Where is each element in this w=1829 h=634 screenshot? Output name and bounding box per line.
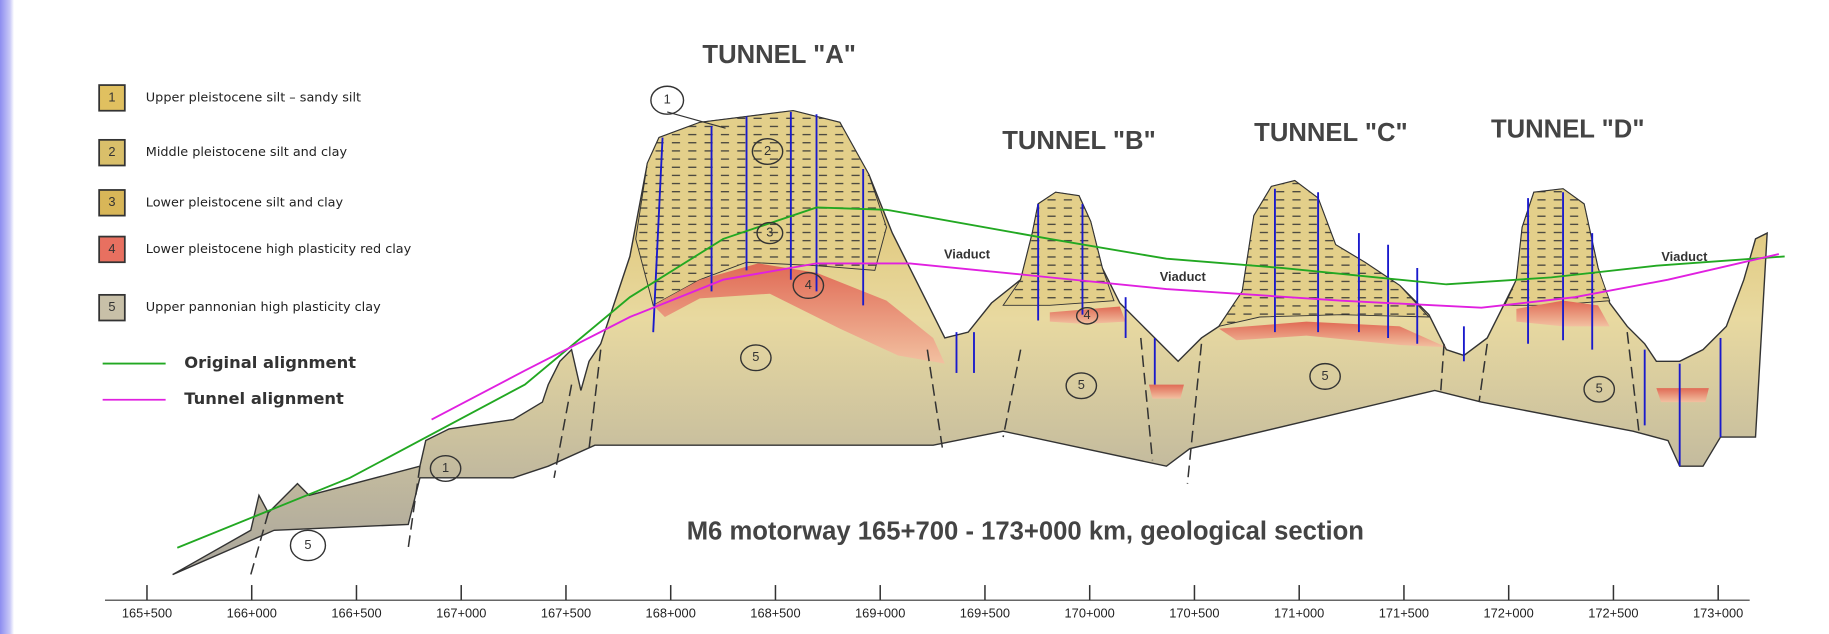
axis-label: 168+000	[646, 606, 696, 621]
legend-number: 1	[108, 89, 115, 104]
axis-label: 167+000	[436, 606, 486, 621]
axis-label: 173+000	[1693, 606, 1743, 621]
viaduct-label: Viaduct	[944, 247, 991, 262]
marker-number: 5	[304, 537, 311, 552]
legend-number: 3	[108, 194, 115, 209]
tunnel-label: TUNNEL "D"	[1491, 116, 1645, 144]
axis-label: 166+000	[227, 606, 277, 621]
legend-number: 2	[108, 144, 115, 159]
section-title: M6 motorway 165+700 - 173+000 km, geolog…	[687, 518, 1364, 546]
marker-number: 2	[764, 143, 771, 158]
legend-number: 5	[108, 299, 115, 314]
legend-label: Middle pleistocene silt and clay	[146, 145, 348, 160]
axis-label: 170+500	[1169, 606, 1219, 621]
geological-section: 1 Upper pleistocene silt – sandy silt 2 Mid…	[0, 0, 1829, 634]
viaduct-label: Viaduct	[1160, 269, 1207, 284]
marker-number: 5	[752, 349, 759, 364]
axis-label: 165+500	[122, 606, 172, 621]
legend-label: Lower pleistocene high plasticity red cl…	[146, 242, 412, 257]
red-clay	[1656, 388, 1708, 402]
axis-label: 170+000	[1065, 606, 1115, 621]
axis-label: 167+500	[541, 606, 591, 621]
tunnel-label: TUNNEL "A"	[702, 41, 856, 69]
marker-number: 1	[442, 460, 449, 475]
legend-label: Upper pannonian high plasticity clay	[146, 300, 381, 315]
axis-label: 166+500	[331, 606, 381, 621]
axis-label: 168+500	[750, 606, 800, 621]
marker-number: 5	[1596, 381, 1603, 396]
axis-label: 172+500	[1588, 606, 1638, 621]
marker-number: 3	[766, 224, 773, 239]
axis-label: 171+500	[1379, 606, 1429, 621]
marker-number: 5	[1322, 368, 1329, 383]
legend-label: Upper pleistocene silt – sandy silt	[146, 90, 361, 105]
page: 1 Upper pleistocene silt – sandy silt 2 Mid…	[0, 0, 1829, 634]
legend-label: Original alignment	[184, 353, 356, 372]
marker-number: 4	[1084, 307, 1091, 322]
marker-number: 5	[1078, 377, 1085, 392]
axis-label: 171+000	[1274, 606, 1324, 621]
tunnel-label: TUNNEL "B"	[1002, 127, 1156, 155]
legend-label: Tunnel alignment	[184, 389, 344, 408]
marker-number: 4	[805, 277, 812, 292]
axis-label: 169+500	[960, 606, 1010, 621]
tunnel-label: TUNNEL "C"	[1254, 119, 1408, 147]
legend-number: 4	[108, 241, 115, 256]
legend-label: Lower pleistocene silt and clay	[146, 195, 344, 210]
red-clay	[1149, 385, 1184, 399]
viaduct-label: Viaduct	[1661, 249, 1708, 264]
axis-label: 169+000	[855, 606, 905, 621]
marker-number: 1	[664, 92, 671, 107]
axis-label: 172+000	[1484, 606, 1534, 621]
